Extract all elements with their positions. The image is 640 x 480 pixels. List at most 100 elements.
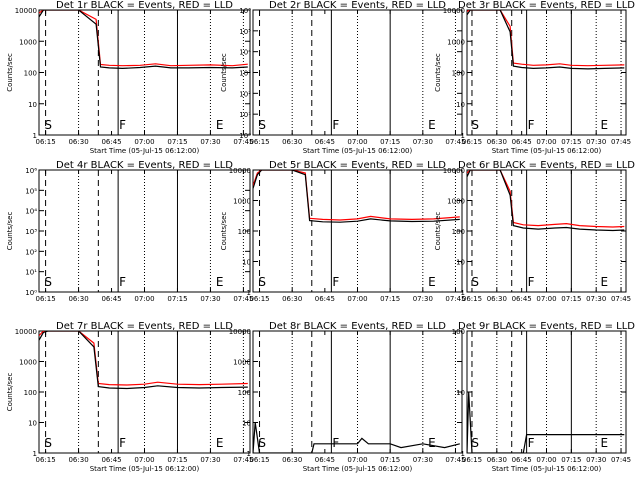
marker-label-f: F [332, 275, 339, 289]
y-tick-label: 10⁴ [25, 208, 37, 216]
y-axis-label: Counts/sec [6, 212, 14, 251]
y-tick-label: 10¹ [25, 269, 37, 277]
x-tick-label: 06:30 [487, 138, 507, 146]
x-tick-label: 06:15 [462, 456, 482, 464]
x-tick-label: 07:15 [561, 138, 581, 146]
panel-title: Det 1r BLACK = Events, RED = LLD [56, 0, 233, 11]
x-tick-label: 07:45 [445, 295, 465, 303]
marker-label-e: E [216, 275, 224, 289]
marker-label-e: E [601, 118, 609, 132]
y-tick-label: 100 [452, 228, 465, 236]
marker-label-f: F [528, 118, 535, 132]
x-tick-label: 06:30 [487, 295, 507, 303]
x-tick-label: 06:45 [512, 456, 532, 464]
x-tick-label: 07:00 [134, 138, 154, 146]
y-axis-label: Counts/sec [434, 53, 442, 92]
x-tick-label: 06:30 [487, 456, 507, 464]
x-tick-label: 07:45 [611, 456, 631, 464]
panel-title: Det 4r BLACK = Events, RED = LLD [56, 160, 233, 171]
y-tick-label: 100 [24, 389, 37, 397]
x-tick-label: 06:45 [512, 138, 532, 146]
x-tick-label: 07:45 [445, 138, 465, 146]
marker-label-s: S [44, 436, 52, 450]
marker-label-s: S [258, 436, 266, 450]
x-tick-label: 06:45 [101, 456, 121, 464]
marker-label-f: F [119, 118, 126, 132]
lld-series-line [467, 10, 625, 67]
x-tick-label: 06:45 [512, 295, 532, 303]
x-tick-label: 07:00 [536, 295, 556, 303]
y-tick-label: 1000 [447, 198, 465, 206]
y-tick-label: 10 [456, 101, 465, 109]
x-axis-label: Start Time (05-Jul-15 06:12:00) [492, 147, 602, 155]
lld-series-line [39, 10, 248, 67]
panel-det-8r: Det 8r BLACK = Events, RED = LLD 06:15 06:… [229, 321, 466, 473]
x-tick-label: 06:15 [36, 138, 56, 146]
x-tick-label: 07:00 [536, 456, 556, 464]
x-tick-label: 07:15 [167, 138, 187, 146]
y-tick-label: 100 [238, 389, 251, 397]
x-tick-label: 06:30 [282, 295, 302, 303]
y-tick-label: 10⁵ [239, 28, 251, 36]
x-tick-label: 06:15 [36, 295, 56, 303]
y-tick-label: 100 [452, 70, 465, 78]
events-series-line [467, 170, 625, 232]
x-tick-label: 06:15 [249, 295, 269, 303]
y-tick-label: 10² [239, 90, 251, 98]
x-axis-label: Start Time (05-Jul-15 06:12:00) [303, 147, 413, 155]
marker-label-e: E [601, 275, 609, 289]
marker-label-f: F [528, 275, 535, 289]
lld-series-line [39, 331, 248, 386]
panel-det-3r: Det 3r BLACK = Events, RED = LLD 06:15 06:… [434, 0, 635, 155]
x-tick-label: 07:15 [380, 295, 400, 303]
y-tick-label: 1 [33, 132, 37, 140]
marker-label-s: S [258, 118, 266, 132]
x-tick-label: 07:45 [233, 295, 253, 303]
panel-det-7r: Det 7r BLACK = Events, RED = LLD 06:15 06:… [6, 321, 254, 473]
x-tick-label: 07:15 [167, 295, 187, 303]
panel-det-4r: Det 4r BLACK = Events, RED = LLD 06:15 06:… [6, 160, 254, 303]
marker-label-e: E [428, 436, 436, 450]
y-tick-label: 100 [452, 328, 465, 336]
y-tick-label: 10 [456, 259, 465, 267]
y-tick-label: 10⁰ [25, 289, 37, 297]
y-tick-label: 10 [28, 420, 37, 428]
x-tick-label: 07:30 [413, 456, 433, 464]
x-tick-label: 06:30 [68, 138, 88, 146]
y-tick-label: 1000 [233, 198, 251, 206]
y-tick-label: 1 [461, 450, 465, 458]
x-tick-label: 06:45 [101, 295, 121, 303]
y-tick-label: 10⁵ [25, 187, 37, 195]
y-tick-label: 1000 [19, 359, 37, 367]
x-tick-label: 06:30 [282, 138, 302, 146]
x-tick-label: 06:45 [101, 138, 121, 146]
y-tick-label: 10000 [15, 328, 37, 336]
panel-det-6r: Det 6r BLACK = Events, RED = LLD 06:15 06:… [434, 160, 635, 303]
y-tick-label: 10000 [229, 167, 251, 175]
x-tick-label: 07:30 [586, 456, 606, 464]
marker-label-s: S [44, 275, 52, 289]
y-tick-label: 10 [28, 101, 37, 109]
events-series-line [253, 422, 460, 453]
y-tick-label: 10⁶ [25, 167, 37, 175]
y-tick-label: 1000 [447, 38, 465, 46]
x-tick-label: 07:30 [586, 138, 606, 146]
x-tick-label: 06:30 [282, 456, 302, 464]
events-series-line [467, 391, 625, 453]
x-tick-label: 07:15 [380, 456, 400, 464]
events-series-line [253, 170, 460, 223]
y-axis-label: Counts/sec [6, 373, 14, 412]
x-tick-label: 07:30 [200, 138, 220, 146]
x-tick-label: 06:15 [249, 138, 269, 146]
y-tick-label: 1 [461, 132, 465, 140]
marker-label-e: E [216, 436, 224, 450]
x-tick-label: 07:00 [347, 295, 367, 303]
y-axis-label: Counts/sec [6, 53, 14, 92]
y-tick-label: 10 [242, 420, 251, 428]
marker-label-s: S [471, 118, 479, 132]
y-tick-label: 100 [24, 70, 37, 78]
marker-label-s: S [44, 118, 52, 132]
panel-title: Det 8r BLACK = Events, RED = LLD [269, 321, 446, 332]
panel-title: Det 2r BLACK = Events, RED = LLD [269, 0, 446, 11]
events-series-line [467, 10, 625, 70]
